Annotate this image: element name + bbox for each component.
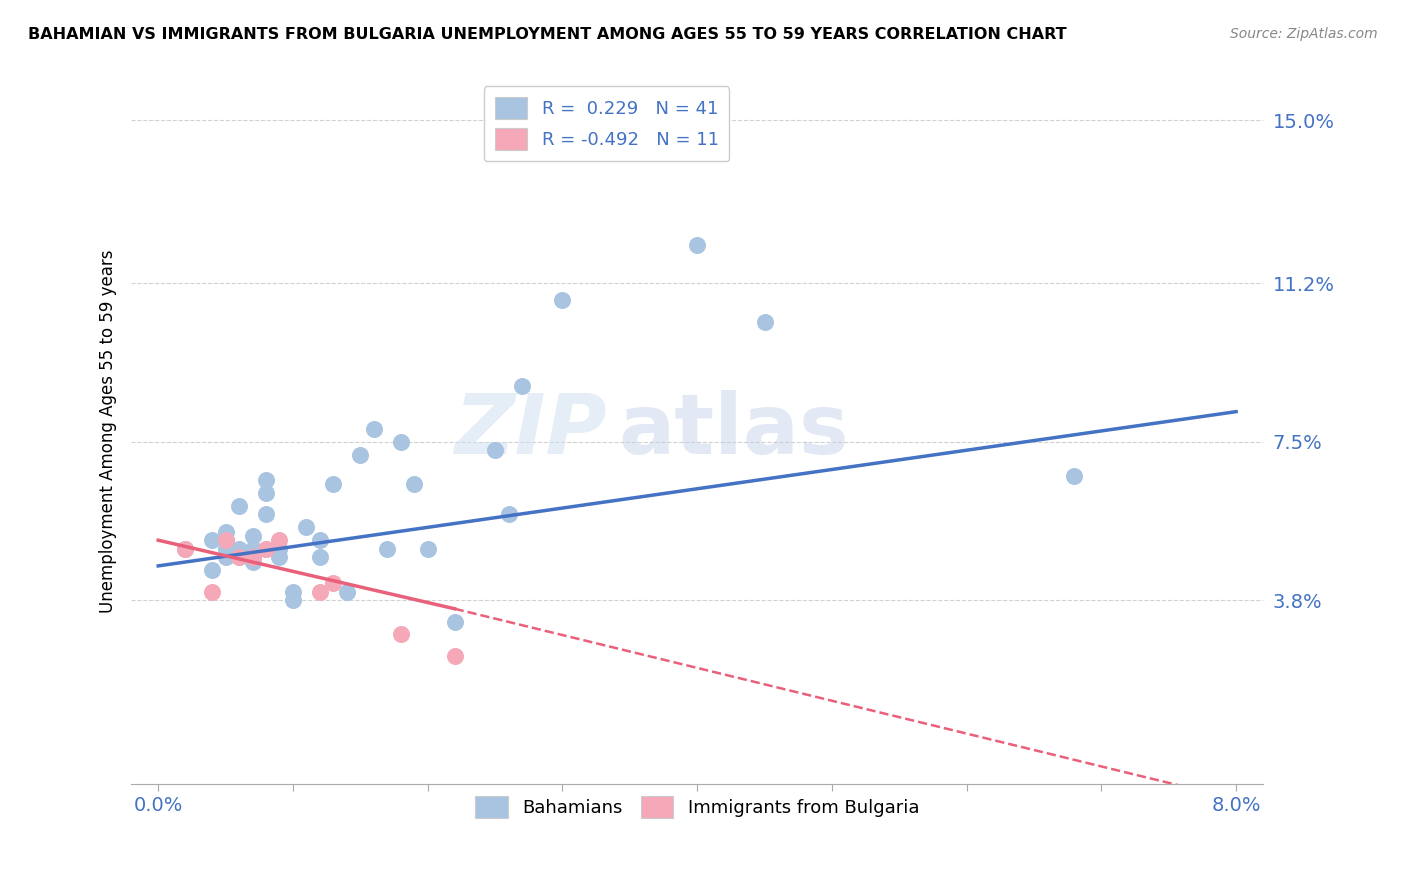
Point	[201, 533, 224, 548]
Point	[443, 648, 465, 663]
Point	[228, 550, 250, 565]
Point	[281, 593, 304, 607]
Point	[363, 422, 385, 436]
Point	[269, 533, 291, 548]
Point	[309, 533, 332, 548]
Point	[269, 541, 291, 556]
Point	[309, 584, 332, 599]
Point	[443, 615, 465, 629]
Point	[754, 315, 776, 329]
Point	[1063, 469, 1085, 483]
Point	[214, 524, 236, 539]
Point	[242, 550, 264, 565]
Point	[389, 434, 412, 449]
Point	[214, 550, 236, 565]
Point	[551, 293, 574, 308]
Point	[174, 541, 197, 556]
Point	[201, 563, 224, 577]
Point	[201, 584, 224, 599]
Point	[242, 529, 264, 543]
Point	[269, 550, 291, 565]
Point	[228, 550, 250, 565]
Point	[349, 448, 371, 462]
Legend: Bahamians, Immigrants from Bulgaria: Bahamians, Immigrants from Bulgaria	[468, 789, 927, 825]
Point	[228, 499, 250, 513]
Point	[416, 541, 439, 556]
Point	[242, 541, 264, 556]
Point	[174, 541, 197, 556]
Text: BAHAMIAN VS IMMIGRANTS FROM BULGARIA UNEMPLOYMENT AMONG AGES 55 TO 59 YEARS CORR: BAHAMIAN VS IMMIGRANTS FROM BULGARIA UNE…	[28, 27, 1067, 42]
Point	[254, 508, 277, 522]
Point	[295, 520, 318, 534]
Point	[322, 576, 344, 591]
Point	[309, 550, 332, 565]
Point	[375, 541, 398, 556]
Text: Source: ZipAtlas.com: Source: ZipAtlas.com	[1230, 27, 1378, 41]
Point	[214, 533, 236, 548]
Text: atlas: atlas	[617, 391, 849, 472]
Point	[254, 541, 277, 556]
Point	[336, 584, 359, 599]
Point	[254, 486, 277, 500]
Point	[404, 477, 426, 491]
Point	[498, 508, 520, 522]
Point	[228, 541, 250, 556]
Point	[242, 550, 264, 565]
Point	[214, 541, 236, 556]
Point	[484, 443, 506, 458]
Point	[686, 237, 709, 252]
Point	[322, 477, 344, 491]
Point	[389, 627, 412, 641]
Text: ZIP: ZIP	[454, 391, 606, 472]
Point	[254, 473, 277, 487]
Point	[214, 533, 236, 548]
Y-axis label: Unemployment Among Ages 55 to 59 years: Unemployment Among Ages 55 to 59 years	[100, 249, 117, 613]
Point	[510, 379, 533, 393]
Point	[281, 584, 304, 599]
Point	[254, 541, 277, 556]
Point	[242, 555, 264, 569]
